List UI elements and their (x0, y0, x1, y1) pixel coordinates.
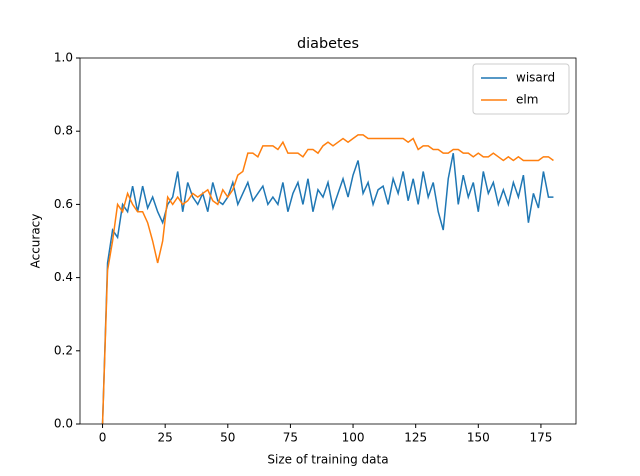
x-tick-label: 150 (467, 431, 490, 445)
y-tick-label: 0.4 (54, 270, 73, 284)
legend-label: elm (516, 93, 538, 107)
y-tick-label: 0.8 (54, 124, 73, 138)
x-axis-label: Size of training data (267, 453, 388, 467)
series-line (101, 153, 554, 425)
x-tick-label: 175 (529, 431, 552, 445)
y-tick-label: 0.6 (54, 197, 73, 211)
x-tick-label: 25 (158, 431, 173, 445)
y-tick-label: 1.0 (54, 51, 73, 65)
y-tick-label: 0.2 (54, 343, 73, 357)
chart-title: diabetes (297, 36, 359, 52)
y-axis-label: Accuracy (29, 214, 43, 269)
legend-label: wisard (516, 71, 555, 85)
y-tick-label: 0.0 (54, 417, 73, 431)
x-tick-label: 125 (404, 431, 427, 445)
x-tick-label: 100 (342, 431, 365, 445)
x-tick-label: 75 (283, 431, 298, 445)
x-tick-label: 50 (220, 431, 235, 445)
series-line (101, 134, 554, 425)
plot-frame (79, 57, 577, 425)
legend-box (472, 63, 570, 115)
x-tick-label: 0 (99, 431, 107, 445)
